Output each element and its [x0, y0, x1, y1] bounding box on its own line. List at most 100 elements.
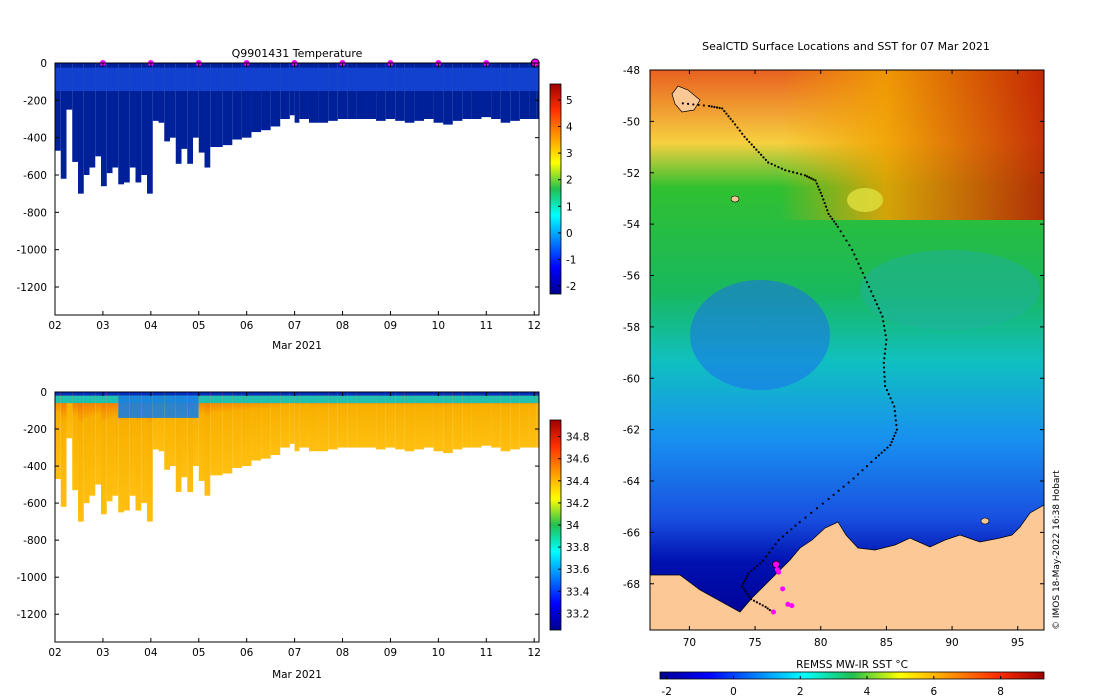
- temperature-near-surface-layer: [510, 67, 520, 91]
- salinity-surface-fresh-layer: [147, 392, 153, 396]
- temperature-colorbar-tick-label: 1: [566, 201, 573, 213]
- temperature-near-surface-layer: [318, 67, 329, 91]
- salinity-x-tick-label: 07: [288, 647, 301, 659]
- salinity-surface-fresh-layer: [299, 392, 309, 396]
- salinity-fresh-intrusion: [152, 395, 159, 418]
- track-point: [795, 172, 799, 175]
- temperature-near-surface-layer: [152, 67, 159, 91]
- track-point: [686, 102, 690, 106]
- salinity-profile-column: [510, 392, 520, 450]
- map-lat-tick-label: -54: [623, 219, 640, 231]
- salinity-halocline-layer: [198, 395, 205, 404]
- map-lat-tick-label: -62: [623, 425, 640, 437]
- salinity-fresh-intrusion: [164, 395, 171, 418]
- salinity-surface-fresh-layer: [395, 392, 405, 396]
- track-point: [725, 112, 728, 115]
- track-point: [764, 555, 768, 558]
- salinity-profile-column: [395, 392, 405, 450]
- track-point: [821, 502, 824, 505]
- salinity-halocline-layer: [356, 395, 367, 404]
- salinity-profile-column: [337, 392, 348, 448]
- temperature-near-surface-layer: [529, 67, 537, 91]
- temperature-near-surface-layer: [198, 67, 205, 91]
- temperature-profile-column: [124, 63, 130, 183]
- track-point: [889, 443, 892, 447]
- temperature-profile-column: [152, 63, 159, 121]
- temperature-near-surface-layer: [347, 67, 357, 91]
- track-point: [767, 161, 770, 164]
- track-point: [857, 262, 860, 265]
- track-point: [842, 234, 845, 238]
- temperature-profile-column: [452, 63, 463, 121]
- track-point: [865, 281, 869, 284]
- salinity-halocline-layer: [529, 395, 537, 404]
- surface-location-marker: [770, 609, 776, 615]
- track-point: [710, 105, 713, 108]
- salinity-surface-fresh-layer: [141, 392, 148, 396]
- track-point: [863, 276, 866, 279]
- salinity-profile-column: [385, 392, 396, 448]
- track-point: [893, 410, 896, 413]
- salinity-surface-fresh-layer: [152, 392, 159, 396]
- salinity-fresh-intrusion: [187, 395, 194, 418]
- salinity-x-tick-label: 03: [96, 647, 109, 659]
- track-point: [748, 595, 751, 598]
- track-point: [883, 375, 886, 378]
- temperature-near-surface-layer: [204, 67, 211, 91]
- track-point: [826, 209, 829, 212]
- track-point: [884, 343, 887, 346]
- temperature-profile-column: [270, 63, 281, 127]
- salinity-y-tick-label: -200: [23, 424, 47, 436]
- track-point: [880, 451, 883, 454]
- sst-colorbar-ticks: -2 0 2 4 6 8: [661, 676, 1004, 698]
- track-point: [764, 158, 767, 162]
- temperature-profile-column: [164, 63, 171, 142]
- salinity-fresh-intrusion: [158, 395, 165, 418]
- salinity-surface-fresh-layer: [328, 392, 338, 396]
- track-point: [744, 577, 747, 580]
- temperature-near-surface-layer: [433, 67, 444, 91]
- salinity-surface-fresh-layer: [129, 392, 136, 396]
- salinity-profile-column: [66, 392, 73, 439]
- track-point: [861, 271, 864, 275]
- map-lat-tick-label: -64: [623, 476, 640, 488]
- salinity-fresh-intrusion: [141, 395, 148, 418]
- track-point: [895, 423, 898, 427]
- map-lat-tick-label: -68: [623, 579, 640, 591]
- temperature-near-surface-layer: [481, 67, 492, 91]
- temperature-colorbar-tick-label: 3: [566, 148, 573, 160]
- salinity-profile-column: [462, 392, 472, 448]
- salinity-profile-column: [423, 392, 434, 448]
- temperature-profile-column: [204, 63, 211, 168]
- temperature-near-surface-layer: [118, 67, 125, 91]
- track-point: [894, 419, 897, 422]
- track-point: [887, 393, 890, 396]
- salinity-profile-column: [181, 392, 188, 478]
- temperature-near-surface-layer: [141, 67, 148, 91]
- salinity-halocline-layer: [308, 395, 319, 404]
- temperature-profile-column: [112, 63, 119, 168]
- salinity-halocline-layer: [385, 395, 396, 404]
- track-point: [692, 103, 695, 106]
- temperature-profile-column: [318, 63, 329, 123]
- temperature-colorbar: -2 -1 0 1 2 3 4 5: [549, 83, 576, 295]
- salinity-halocline-layer: [299, 395, 309, 404]
- map-lat-tick-label: -56: [623, 271, 640, 283]
- salinity-section-panel: Mar 2021 02 03 04 05 06 07 08 09 10 11 12 0 -200 -400…: [16, 387, 589, 681]
- sst-colorbar-tick-label: 4: [864, 686, 871, 698]
- temperature-near-surface-layer: [294, 67, 300, 91]
- track-point: [848, 244, 851, 247]
- temperature-near-surface-layer: [158, 67, 165, 91]
- track-point: [810, 177, 813, 180]
- temperature-profile-column: [404, 63, 415, 123]
- sst-front-band: [860, 250, 1040, 330]
- salinity-surface-fresh-layer: [193, 392, 199, 396]
- track-point: [777, 538, 780, 542]
- temperature-near-surface-layer: [536, 67, 539, 91]
- temperature-near-surface-layer: [135, 67, 142, 91]
- track-point: [812, 178, 815, 181]
- sst-colorbar-tick-label: 2: [797, 686, 804, 698]
- temperature-near-surface-layer: [452, 67, 463, 91]
- temperature-profile-column: [55, 63, 61, 151]
- salinity-surface-fresh-layer: [55, 392, 61, 396]
